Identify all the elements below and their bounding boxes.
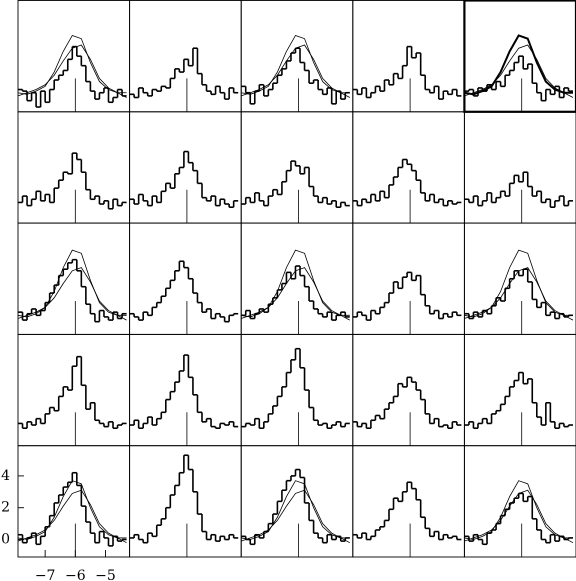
panel-frame bbox=[129, 333, 242, 447]
panel-frame bbox=[129, 445, 242, 558]
model-line bbox=[241, 249, 350, 318]
model-line bbox=[17, 480, 127, 540]
x-tick-label: −5 bbox=[95, 568, 116, 581]
model-line bbox=[17, 489, 127, 544]
model-line bbox=[17, 34, 127, 95]
x-tick-label: −7 bbox=[35, 568, 56, 581]
panel-frame bbox=[240, 333, 354, 447]
model-line bbox=[17, 267, 127, 321]
model-line bbox=[241, 480, 350, 540]
y-tick-label: 2 bbox=[1, 500, 10, 516]
model-line bbox=[464, 34, 573, 96]
model-line bbox=[464, 480, 573, 540]
panel-frame bbox=[17, 333, 131, 447]
y-tick-label: 0 bbox=[1, 532, 10, 548]
panel-frame bbox=[17, 0, 131, 113]
model-line bbox=[464, 249, 573, 318]
y-tick-label: 4 bbox=[1, 468, 10, 484]
panel-frame bbox=[352, 222, 465, 335]
x-tick-label: −6 bbox=[65, 568, 86, 581]
panel-frame bbox=[129, 111, 242, 224]
panel-frame bbox=[352, 0, 465, 113]
model-line bbox=[241, 34, 350, 95]
